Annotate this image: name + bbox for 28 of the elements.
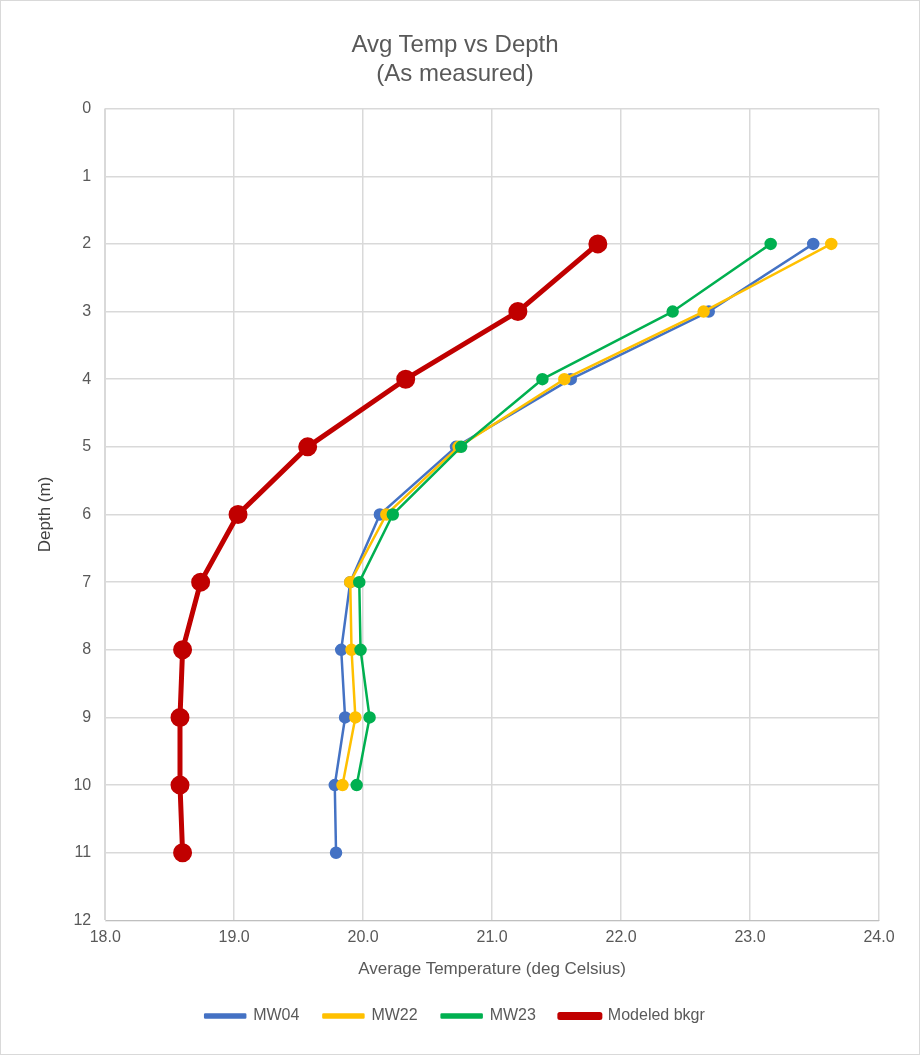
x-tick-label: 18.0 (89, 928, 121, 946)
y-tick-label: 8 (82, 640, 92, 658)
y-tick-label: 7 (82, 572, 92, 590)
y-tick-label: 2 (82, 234, 92, 252)
y-tick-label: 5 (82, 437, 92, 455)
chart-title: Avg Temp vs Depth (351, 30, 559, 58)
y-tick-label: 4 (82, 369, 92, 387)
y-axis-title: Depth (m) (34, 476, 54, 553)
y-tick-label: 11 (74, 843, 92, 861)
legend-label: MW04 (253, 1006, 300, 1024)
y-tick-label: 0 (82, 99, 92, 117)
legend-label: MW22 (371, 1006, 418, 1024)
y-tick-label: 1 (82, 166, 92, 184)
x-tick-label: 22.0 (605, 928, 637, 946)
y-tick-label: 3 (82, 301, 92, 319)
y-tick-label: 10 (73, 775, 92, 793)
y-tick-label: 12 (73, 910, 92, 928)
y-tick-label: 9 (82, 707, 92, 725)
y-tick-label: 6 (82, 504, 92, 522)
x-tick-label: 23.0 (734, 928, 766, 946)
x-tick-label: 21.0 (476, 928, 508, 946)
x-tick-label: 24.0 (863, 928, 895, 946)
x-axis-title: Average Temperature (deg Celsius) (358, 959, 626, 979)
x-tick-label: 20.0 (347, 928, 379, 946)
legend-label: Modeled bkgr (607, 1006, 706, 1024)
chart-subtitle: (As measured) (376, 58, 534, 86)
x-tick-label: 19.0 (218, 928, 250, 946)
legend-label: MW23 (489, 1006, 536, 1024)
